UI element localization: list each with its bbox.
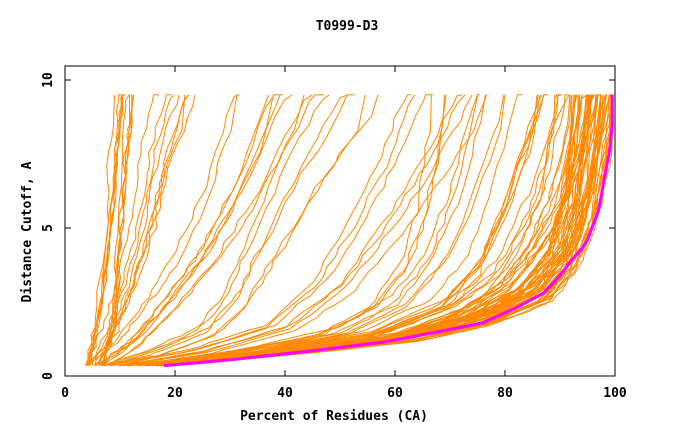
- model-curve: [94, 94, 180, 366]
- model-curve: [87, 94, 123, 366]
- model-curve: [165, 94, 599, 367]
- model-curve: [101, 94, 131, 366]
- model-curve: [109, 94, 434, 367]
- x-tick-label: 100: [603, 386, 627, 401]
- chart-title: T0999-D3: [316, 19, 379, 34]
- model-curve: [160, 94, 580, 367]
- model-curve: [120, 94, 466, 367]
- model-curve: [104, 94, 133, 366]
- highlight-group: [163, 94, 614, 368]
- model-curve: [163, 94, 577, 367]
- x-tick-label: 20: [167, 386, 183, 401]
- model-curve: [144, 94, 523, 367]
- model-curve: [148, 94, 539, 367]
- model-curve: [162, 94, 599, 367]
- model-curve: [157, 94, 569, 367]
- model-curve: [137, 94, 480, 367]
- ticks-group: 0 20 40 60 80 100 0 5 10: [41, 66, 627, 401]
- model-curve: [99, 94, 196, 366]
- model-curve: [100, 94, 283, 366]
- x-tick-label: 60: [387, 386, 403, 401]
- model-curve: [158, 94, 589, 367]
- model-curve: [119, 94, 379, 367]
- curves-group: [84, 94, 613, 367]
- model-curve: [167, 94, 591, 367]
- model-curve: [119, 94, 463, 367]
- model-curve: [101, 94, 411, 367]
- model-curve: [117, 94, 366, 367]
- model-curve: [107, 94, 305, 367]
- model-curve: [88, 94, 240, 366]
- model-curve: [102, 94, 293, 366]
- x-tick-label: 80: [497, 386, 513, 401]
- model-curve: [167, 94, 587, 367]
- model-curve: [129, 94, 488, 367]
- model-curve: [87, 94, 124, 366]
- model-curve: [109, 94, 313, 366]
- model-curve: [124, 94, 473, 367]
- model-curve: [155, 94, 562, 367]
- model-curve: [159, 94, 599, 367]
- model-curve: [91, 94, 175, 366]
- model-curve: [170, 94, 613, 367]
- model-curve: [149, 94, 549, 367]
- x-axis-label: Percent of Residues (CA): [240, 409, 428, 424]
- model-curve: [170, 94, 613, 367]
- y-tick-label: 5: [41, 224, 56, 232]
- model-curve: [104, 94, 330, 367]
- model-curve: [95, 94, 190, 366]
- model-curve: [126, 94, 445, 367]
- model-curve: [161, 94, 588, 367]
- model-curve: [86, 94, 238, 366]
- plot-frame: [64, 65, 616, 377]
- model-curve: [93, 94, 186, 367]
- x-tick-label: 40: [277, 386, 293, 401]
- y-axis-label: Distance Cutoff, A: [20, 161, 35, 302]
- highlight-curve: [163, 94, 614, 368]
- model-curve: [97, 94, 274, 367]
- y-tick-label: 0: [41, 372, 56, 380]
- model-curve: [89, 94, 172, 366]
- model-curve: [161, 94, 589, 367]
- y-tick-label: 10: [41, 72, 56, 88]
- x-tick-label: 0: [61, 386, 69, 401]
- model-curve: [113, 94, 355, 367]
- model-curve: [104, 94, 325, 367]
- model-curve: [85, 94, 159, 366]
- model-curve: [111, 94, 348, 367]
